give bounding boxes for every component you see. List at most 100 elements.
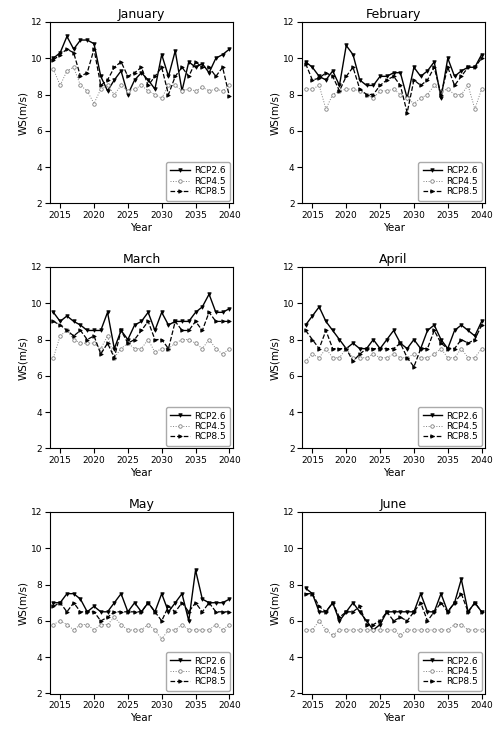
RCP2.6 xyxy=(186,617,192,626)
RCP2.6 xyxy=(418,589,424,598)
RCP4.5 xyxy=(364,626,370,634)
RCP4.5 xyxy=(384,86,390,95)
RCP4.5 xyxy=(84,620,90,629)
RCP8.5 xyxy=(390,72,396,81)
RCP8.5 xyxy=(98,81,104,90)
RCP8.5 xyxy=(64,607,70,616)
RCP4.5 xyxy=(172,339,178,347)
RCP2.6 xyxy=(357,345,363,353)
RCP4.5 xyxy=(213,620,219,629)
RCP4.5 xyxy=(138,626,144,634)
RCP2.6 xyxy=(70,317,76,326)
RCP8.5 xyxy=(206,308,212,317)
RCP8.5 xyxy=(112,63,117,72)
RCP2.6 xyxy=(316,302,322,311)
RCP4.5 xyxy=(125,86,131,95)
RCP2.6 xyxy=(336,335,342,344)
RCP2.6 xyxy=(112,76,117,85)
RCP2.6 xyxy=(78,595,84,604)
RCP4.5 xyxy=(323,104,329,113)
RCP2.6 xyxy=(158,589,164,598)
RCP2.6 xyxy=(330,599,336,607)
RCP8.5 xyxy=(200,326,205,335)
RCP4.5 xyxy=(132,626,138,634)
RCP8.5 xyxy=(452,81,458,90)
Legend: RCP2.6, RCP4.5, RCP8.5: RCP2.6, RCP4.5, RCP8.5 xyxy=(166,162,230,201)
RCP4.5 xyxy=(316,81,322,90)
X-axis label: Year: Year xyxy=(130,468,152,478)
RCP4.5 xyxy=(179,620,185,629)
RCP8.5 xyxy=(323,326,329,335)
RCP2.6 xyxy=(323,317,329,326)
RCP8.5 xyxy=(404,353,410,362)
RCP8.5 xyxy=(226,317,232,326)
RCP2.6 xyxy=(452,72,458,81)
RCP8.5 xyxy=(179,326,185,335)
RCP2.6 xyxy=(57,599,63,607)
RCP2.6 xyxy=(132,599,138,607)
RCP8.5 xyxy=(431,63,437,72)
RCP2.6 xyxy=(98,72,104,81)
RCP8.5 xyxy=(152,607,158,616)
RCP2.6 xyxy=(158,50,164,59)
RCP2.6 xyxy=(478,607,484,616)
RCP2.6 xyxy=(398,69,404,77)
RCP8.5 xyxy=(418,81,424,90)
RCP2.6 xyxy=(404,345,410,353)
RCP4.5 xyxy=(418,353,424,362)
Y-axis label: WS(m/s): WS(m/s) xyxy=(18,336,28,380)
RCP2.6 xyxy=(302,584,308,593)
RCP8.5 xyxy=(213,607,219,616)
RCP4.5 xyxy=(132,345,138,353)
RCP4.5 xyxy=(200,626,205,634)
RCP4.5 xyxy=(70,626,76,634)
RCP4.5 xyxy=(172,626,178,634)
RCP4.5 xyxy=(336,86,342,95)
RCP2.6 xyxy=(98,326,104,335)
RCP4.5 xyxy=(458,90,464,99)
RCP8.5 xyxy=(398,613,404,622)
RCP8.5 xyxy=(78,72,84,81)
RCP8.5 xyxy=(302,589,308,598)
RCP8.5 xyxy=(330,72,336,81)
RCP2.6 xyxy=(138,69,144,77)
RCP8.5 xyxy=(316,602,322,611)
RCP2.6 xyxy=(472,63,478,72)
Title: May: May xyxy=(128,498,154,511)
RCP2.6 xyxy=(152,326,158,335)
RCP8.5 xyxy=(200,607,205,616)
RCP2.6 xyxy=(138,607,144,616)
RCP2.6 xyxy=(104,308,110,317)
RCP8.5 xyxy=(465,63,471,72)
RCP2.6 xyxy=(64,312,70,320)
RCP2.6 xyxy=(200,302,205,311)
RCP4.5 xyxy=(431,626,437,634)
RCP4.5 xyxy=(316,617,322,626)
RCP4.5 xyxy=(424,90,430,99)
RCP4.5 xyxy=(104,620,110,629)
RCP8.5 xyxy=(125,607,131,616)
RCP8.5 xyxy=(445,63,451,72)
RCP4.5 xyxy=(98,85,104,93)
RCP2.6 xyxy=(350,339,356,347)
RCP2.6 xyxy=(390,607,396,616)
RCP8.5 xyxy=(323,607,329,616)
Legend: RCP2.6, RCP4.5, RCP8.5: RCP2.6, RCP4.5, RCP8.5 xyxy=(418,652,482,691)
RCP4.5 xyxy=(213,85,219,93)
RCP8.5 xyxy=(78,326,84,335)
RCP8.5 xyxy=(166,90,172,99)
Line: RCP2.6: RCP2.6 xyxy=(52,569,231,623)
RCP8.5 xyxy=(200,63,205,72)
RCP8.5 xyxy=(316,345,322,353)
RCP8.5 xyxy=(220,317,226,326)
RCP4.5 xyxy=(186,335,192,344)
RCP4.5 xyxy=(152,348,158,357)
RCP2.6 xyxy=(118,66,124,75)
RCP4.5 xyxy=(370,350,376,358)
RCP4.5 xyxy=(310,350,316,358)
Y-axis label: WS(m/s): WS(m/s) xyxy=(18,581,28,625)
RCP8.5 xyxy=(343,607,349,616)
RCP2.6 xyxy=(84,607,90,616)
RCP8.5 xyxy=(323,69,329,77)
RCP4.5 xyxy=(125,339,131,347)
